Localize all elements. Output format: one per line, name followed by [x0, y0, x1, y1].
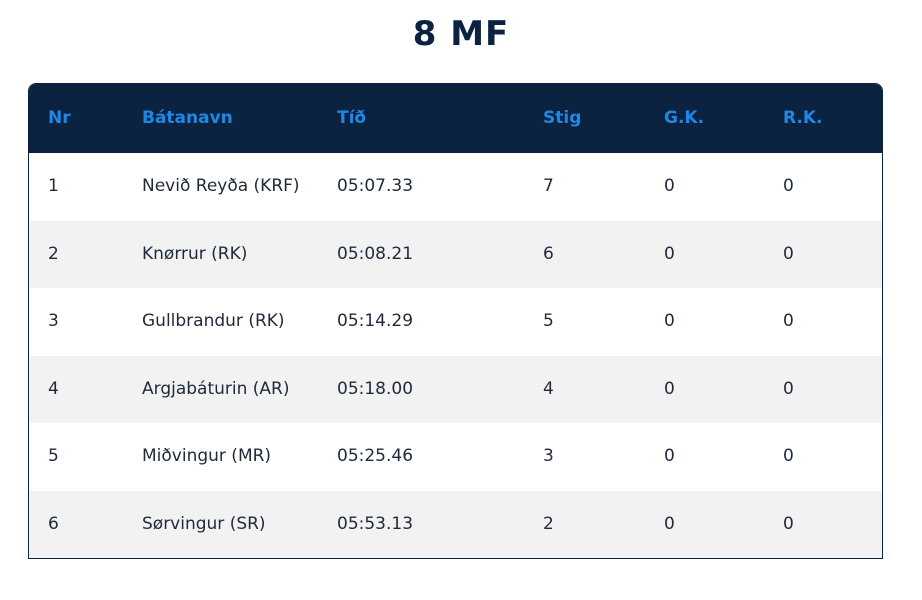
cell-time: 05:25.46 [337, 446, 414, 466]
header-points: Stig [543, 108, 582, 128]
header-boat-name: Bátanavn [142, 108, 233, 128]
cell-nr: 1 [48, 176, 59, 196]
cell-rk: 0 [783, 513, 794, 534]
cell-rk: 0 [783, 446, 794, 466]
cell-rk: 0 [783, 243, 794, 264]
cell-boat-name: Knørrur (RK) [142, 243, 248, 264]
cell-points: 3 [543, 446, 554, 466]
table-row: 3 Gullbrandur (RK) 05:14.29 5 0 0 [29, 288, 882, 356]
cell-time: 05:07.33 [337, 176, 414, 196]
cell-boat-name: Argjabáturin (AR) [142, 378, 290, 399]
cell-rk: 0 [783, 176, 794, 196]
cell-nr: 2 [48, 243, 59, 264]
cell-boat-name: Sørvingur (SR) [142, 513, 266, 534]
cell-boat-name: Miðvingur (MR) [142, 446, 272, 466]
cell-points: 4 [543, 378, 554, 399]
cell-points: 6 [543, 243, 554, 264]
cell-time: 05:08.21 [337, 243, 414, 264]
page-title: 8 MF [412, 14, 510, 54]
cell-gk: 0 [664, 446, 675, 466]
cell-boat-name: Gullbrandur (RK) [142, 311, 285, 331]
cell-nr: 6 [48, 513, 59, 534]
header-rk: R.K. [783, 108, 823, 128]
cell-time: 05:18.00 [337, 378, 414, 399]
cell-time: 05:14.29 [337, 311, 414, 331]
table-header: Nr Bátanavn Tíð Stig G.K. R.K. [29, 84, 882, 153]
header-gk: G.K. [664, 108, 705, 128]
cell-points: 5 [543, 311, 554, 331]
cell-boat-name: Nevið Reyða (KRF) [142, 176, 300, 196]
cell-nr: 4 [48, 378, 59, 399]
cell-gk: 0 [664, 378, 675, 399]
cell-rk: 0 [783, 311, 794, 331]
cell-points: 2 [543, 513, 554, 534]
header-time: Tíð [337, 108, 367, 128]
table-row: 5 Miðvingur (MR) 05:25.46 3 0 0 [29, 423, 882, 491]
header-nr: Nr [48, 108, 71, 128]
table-row: 2 Knørrur (RK) 05:08.21 6 0 0 [29, 220, 882, 288]
cell-nr: 3 [48, 311, 59, 331]
results-table: Nr Bátanavn Tíð Stig G.K. R.K. 1 Nevið R… [28, 83, 883, 559]
table-row: 6 Sørvingur (SR) 05:53.13 2 0 0 [29, 490, 882, 558]
cell-time: 05:53.13 [337, 513, 414, 534]
table-row: 4 Argjabáturin (AR) 05:18.00 4 0 0 [29, 355, 882, 423]
cell-rk: 0 [783, 378, 794, 399]
cell-gk: 0 [664, 176, 675, 196]
cell-nr: 5 [48, 446, 59, 466]
cell-points: 7 [543, 176, 554, 196]
cell-gk: 0 [664, 311, 675, 331]
cell-gk: 0 [664, 243, 675, 264]
cell-gk: 0 [664, 513, 675, 534]
table-row: 1 Nevið Reyða (KRF) 05:07.33 7 0 0 [29, 153, 882, 221]
